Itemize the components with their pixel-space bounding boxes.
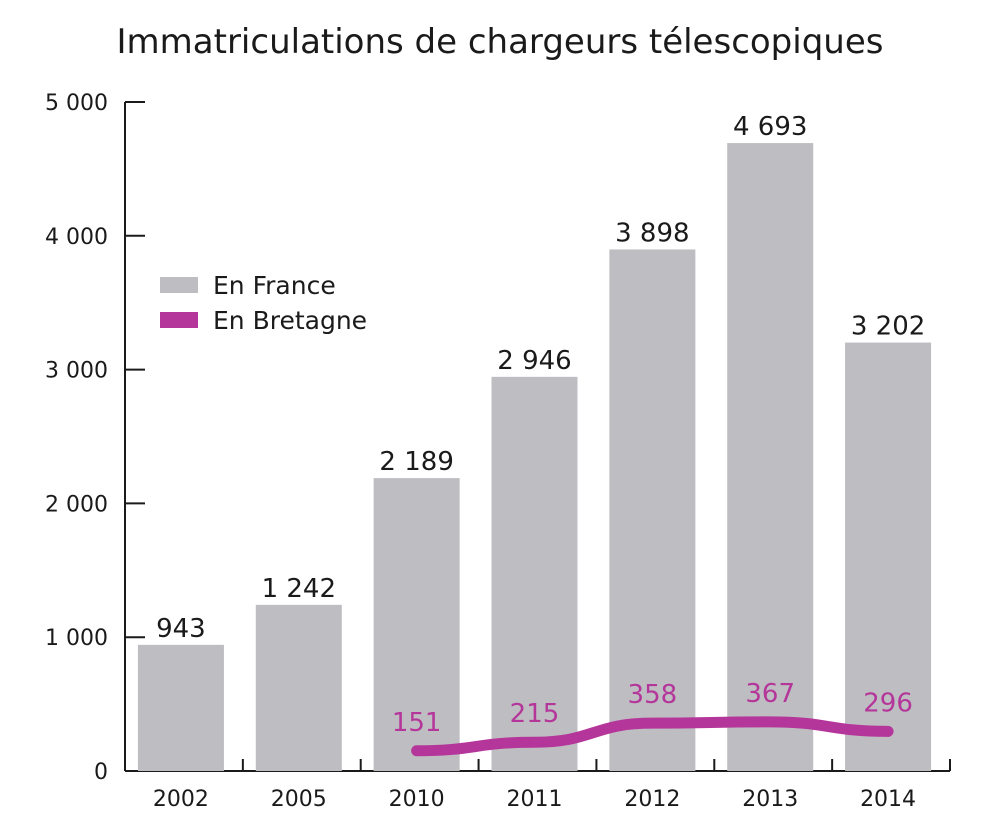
bar-data-label: 2 946 — [497, 346, 571, 376]
x-tick-label: 2010 — [389, 787, 445, 812]
line-point — [767, 718, 774, 725]
bar-2010 — [373, 478, 460, 771]
line-data-label: 215 — [510, 699, 560, 729]
x-tick-label: 2002 — [153, 787, 209, 812]
legend: En France En Bretagne — [160, 271, 367, 335]
line-data-label: 358 — [628, 680, 678, 710]
y-tick-label: 3 000 — [45, 359, 108, 384]
line-point — [649, 720, 656, 727]
y-tick-label: 1 000 — [45, 626, 108, 651]
bar-data-label: 1 242 — [262, 574, 336, 604]
y-tick-label: 5 000 — [45, 91, 108, 116]
legend-label-bretagne: En Bretagne — [213, 306, 367, 335]
y-tick-label: 2 000 — [45, 492, 108, 517]
line-point — [885, 728, 892, 735]
bar-2012 — [609, 249, 696, 771]
legend-swatch-france — [160, 277, 198, 293]
x-tick-label: 2005 — [271, 787, 327, 812]
bars-group: 943 1 242 2 189 2 946 3 898 4 693 3 202 — [137, 112, 932, 771]
legend-label-france: En France — [213, 271, 336, 300]
line-point — [413, 747, 420, 754]
bar-2002 — [137, 644, 224, 771]
x-tick-label: 2013 — [742, 787, 798, 812]
bar-data-label: 2 189 — [379, 447, 453, 477]
line-group: 151 215 358 367 296 — [392, 679, 913, 757]
line-point — [531, 739, 538, 746]
chart-title: Immatriculations de chargeurs télescopiq… — [116, 22, 884, 62]
legend-swatch-bretagne — [160, 312, 198, 328]
line-data-label: 151 — [392, 708, 442, 738]
line-data-label: 367 — [745, 679, 795, 709]
bar-2005 — [255, 604, 342, 771]
bar-data-label: 3 202 — [851, 312, 925, 342]
y-tick-label: 4 000 — [45, 225, 108, 250]
bar-2013 — [727, 143, 814, 771]
bar-data-label: 4 693 — [733, 112, 807, 142]
bar-data-label: 943 — [156, 614, 206, 644]
line-data-label: 296 — [863, 688, 913, 718]
axes-group: 0 1 000 2 000 3 000 4 000 5 000 2002 2005 2010 20… — [45, 91, 951, 812]
bar-data-label: 3 898 — [615, 218, 689, 248]
y-tick-label: 0 — [94, 760, 108, 785]
bar-2011 — [491, 376, 578, 771]
bar-2014 — [845, 342, 932, 771]
x-tick-label: 2011 — [507, 787, 563, 812]
x-tick-label: 2014 — [860, 787, 916, 812]
x-tick-label: 2012 — [624, 787, 680, 812]
